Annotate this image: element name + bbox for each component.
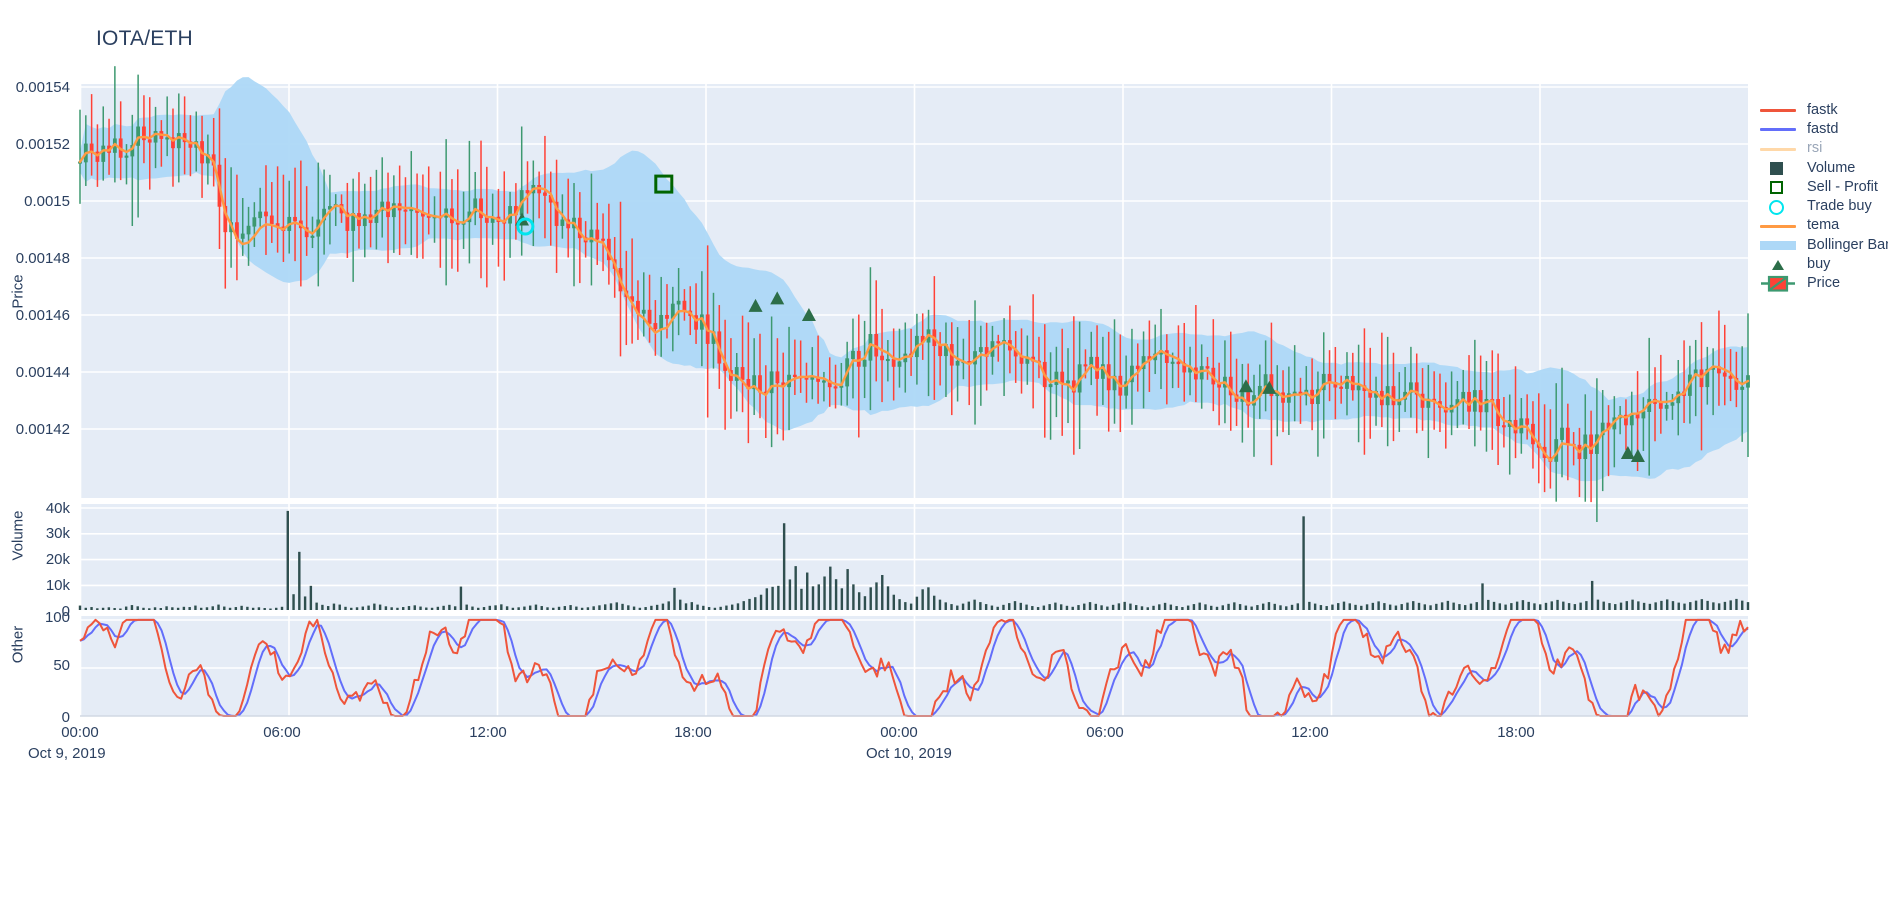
volume-ytick: 0	[61, 603, 70, 620]
price-plot-background	[80, 84, 1748, 498]
other-ytick: 100	[44, 609, 70, 626]
x-date-label: Oct 9, 2019	[28, 745, 106, 762]
price-ytick: 0.0015	[24, 193, 70, 210]
chart-title: IOTA/ETH	[96, 27, 193, 50]
legend-circle-swatch	[1756, 197, 1800, 216]
legend-square-outline-swatch	[1756, 177, 1800, 196]
legend-line-swatch	[1756, 139, 1800, 158]
x-tick: 00:00	[880, 724, 918, 741]
volume-ytick: 20k	[45, 551, 70, 568]
other-ytick: 50	[53, 657, 70, 674]
legend-label: Bollinger Band	[1807, 236, 1888, 253]
legend-item-sell-profit[interactable]: Sell - Profit	[1756, 177, 1888, 196]
legend-line-swatch	[1756, 100, 1800, 119]
x-tick: 00:00	[61, 724, 99, 741]
legend-square-swatch	[1756, 158, 1800, 177]
x-tick: 18:00	[674, 724, 712, 741]
legend-label: fastk	[1807, 101, 1838, 118]
price-ytick: 0.00154	[15, 79, 70, 96]
price-ytick: 0.00144	[15, 364, 70, 381]
legend-item-tema[interactable]: tema	[1756, 216, 1888, 235]
x-tick: 06:00	[1086, 724, 1124, 741]
other-ytick: 0	[61, 709, 70, 726]
legend-label: Sell - Profit	[1807, 178, 1878, 195]
price-ytick: 0.00142	[15, 421, 70, 438]
volume-plot-background	[80, 504, 1748, 610]
legend-item-bollinger-band[interactable]: Bollinger Band	[1756, 235, 1888, 254]
legend-item-fastk[interactable]: fastk	[1756, 100, 1888, 119]
price-ytick: 0.00152	[15, 136, 70, 153]
legend-item-rsi[interactable]: rsi	[1756, 139, 1888, 158]
legend-label: Trade buy	[1807, 198, 1872, 215]
legend-label: tema	[1807, 217, 1840, 234]
legend-item-price[interactable]: Price	[1756, 274, 1888, 293]
x-tick: 12:00	[1291, 724, 1329, 741]
price-ytick: 0.00148	[15, 250, 70, 267]
price-ytick: 0.00146	[15, 307, 70, 324]
legend-label: Price	[1807, 275, 1841, 292]
volume-ytick: 30k	[45, 525, 70, 542]
x-tick: 18:00	[1497, 724, 1535, 741]
legend-label: buy	[1807, 256, 1831, 273]
legend-label: Volume	[1807, 159, 1856, 176]
legend-candle-swatch	[1756, 274, 1800, 293]
volume-ytick: 10k	[45, 577, 70, 594]
legend-item-trade-buy[interactable]: Trade buy	[1756, 196, 1888, 215]
chart-legend: fastk fastd rsi Volume Sell - Profit Trade bu…	[1756, 100, 1888, 293]
x-tick: 06:00	[263, 724, 301, 741]
legend-band-swatch	[1756, 235, 1800, 254]
legend-line-swatch	[1756, 216, 1800, 235]
x-tick: 12:00	[469, 724, 507, 741]
legend-line-swatch	[1756, 119, 1800, 138]
legend-item-buy[interactable]: buy	[1756, 254, 1888, 273]
legend-item-volume[interactable]: Volume	[1756, 158, 1888, 177]
legend-item-fastd[interactable]: fastd	[1756, 119, 1888, 138]
legend-triangle-swatch	[1756, 255, 1800, 274]
legend-label: rsi	[1807, 140, 1823, 157]
legend-label: fastd	[1807, 120, 1839, 137]
other-plot-background	[80, 616, 1748, 716]
x-date-label: Oct 10, 2019	[866, 745, 952, 762]
volume-ytick: 40k	[45, 500, 70, 517]
